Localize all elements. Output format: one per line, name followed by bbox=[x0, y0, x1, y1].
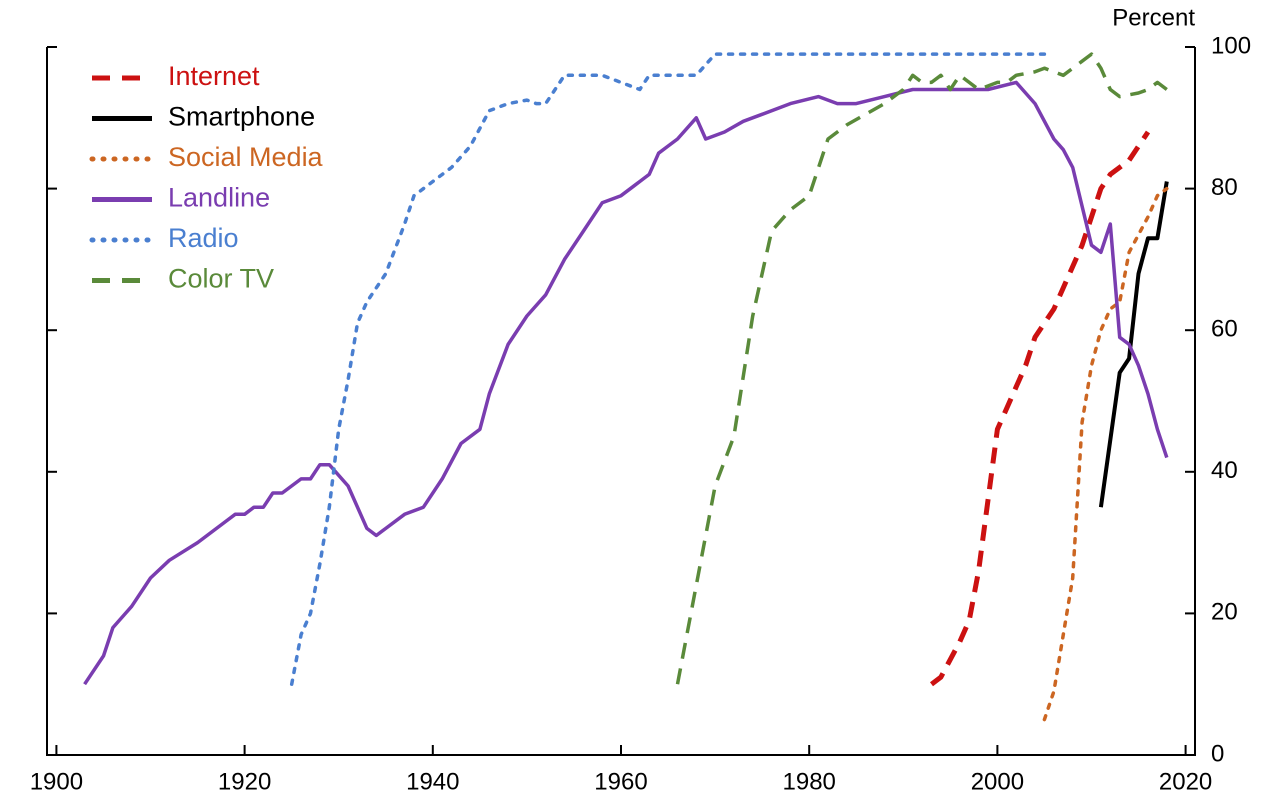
y-tick-label: 80 bbox=[1211, 174, 1238, 201]
series-line bbox=[289, 52, 1047, 686]
series-line bbox=[929, 130, 1151, 687]
legend-label: Smartphone bbox=[168, 102, 315, 132]
x-tick-label: 1940 bbox=[406, 768, 459, 795]
y-axis-label: Percent bbox=[1112, 4, 1195, 31]
y-tick-label: 0 bbox=[1211, 740, 1224, 767]
y-tick-label: 20 bbox=[1211, 599, 1238, 626]
x-tick-label: 1980 bbox=[783, 768, 836, 795]
y-tick-label: 60 bbox=[1211, 316, 1238, 343]
series-line bbox=[1098, 181, 1169, 508]
x-tick-label: 1920 bbox=[218, 768, 271, 795]
legend-label: Social Media bbox=[168, 142, 324, 172]
x-tick-label: 2020 bbox=[1159, 768, 1212, 795]
legend-label: Internet bbox=[168, 61, 260, 91]
legend-label: Landline bbox=[168, 183, 270, 213]
x-tick-label: 2000 bbox=[971, 768, 1024, 795]
series-line bbox=[1042, 186, 1169, 722]
series-line bbox=[675, 52, 1168, 685]
legend-label: Radio bbox=[168, 223, 239, 253]
legend-label: Color TV bbox=[168, 264, 274, 294]
series-line bbox=[83, 80, 1169, 686]
y-tick-label: 40 bbox=[1211, 457, 1238, 484]
y-tick-label: 100 bbox=[1211, 32, 1251, 59]
x-tick-label: 1960 bbox=[594, 768, 647, 795]
x-tick-label: 1900 bbox=[30, 768, 83, 795]
